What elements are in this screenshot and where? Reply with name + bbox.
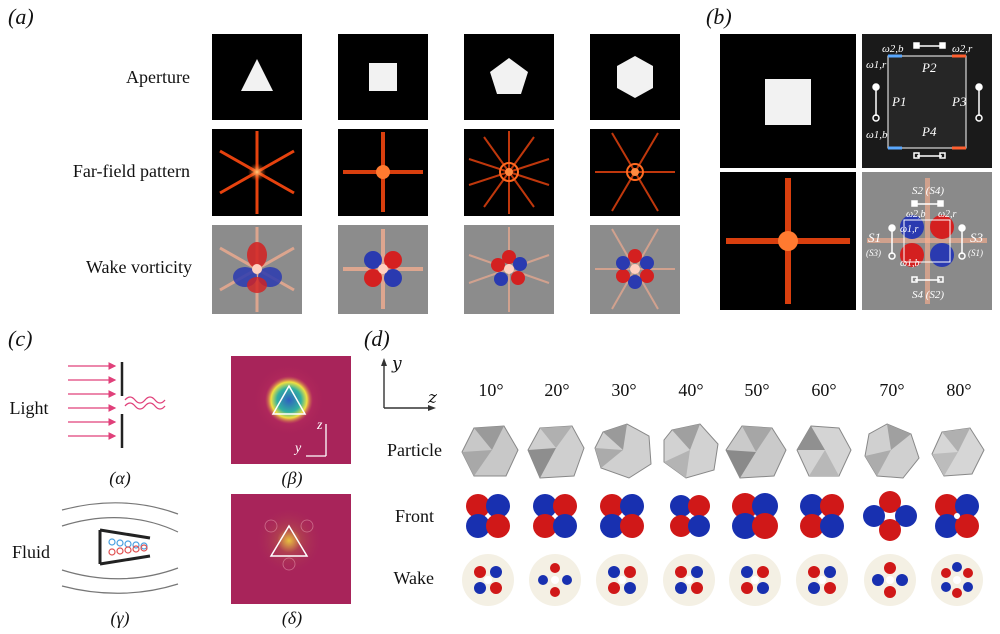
angle-20: 20° (544, 380, 570, 400)
front-60 (792, 488, 852, 544)
aperture-triangle (212, 34, 302, 120)
sub-label-gamma: (γ) (110, 608, 130, 628)
label-omega-2r: ω2,r (952, 43, 973, 55)
wake-40 (659, 552, 719, 608)
label-s3-paren: (S3) (866, 248, 881, 258)
panel-c-label: (c) (8, 326, 33, 351)
angle-50: 50° (744, 380, 770, 400)
label-s3: S3 (970, 230, 984, 245)
angle-60: 60° (811, 380, 837, 400)
label-omega-1b: ω1,b (866, 129, 888, 141)
sub-label-delta: (δ) (281, 608, 303, 628)
row-label-wake: Wake (393, 568, 434, 588)
sub-label-alpha: (α) (109, 468, 131, 488)
label-omega-1b-b: ω1,b (900, 258, 920, 269)
label-p4: P4 (921, 124, 937, 139)
angle-10: 10° (478, 380, 504, 400)
row-label-light: Light (9, 398, 49, 418)
panel-b-aperture-square (720, 34, 856, 168)
panel-b-far-field (720, 172, 856, 310)
far-field-hexagon (590, 129, 680, 216)
label-s1: S1 (868, 230, 881, 245)
wake-20 (525, 552, 585, 608)
label-p1: P1 (891, 94, 906, 109)
front-40 (659, 488, 719, 544)
particle-50 (722, 420, 792, 482)
angle-40: 40° (678, 380, 704, 400)
label-p3: P3 (951, 94, 967, 109)
front-50 (725, 488, 785, 544)
row-label-aperture: Aperture (126, 67, 190, 87)
axis-z-label: z (428, 388, 437, 408)
particle-40 (656, 420, 726, 482)
label-s1-paren: (S1) (968, 248, 983, 258)
particle-60 (789, 420, 859, 482)
wake-60 (792, 552, 852, 608)
row-label-particle: Particle (387, 440, 442, 460)
particle-70 (857, 420, 927, 482)
light-diffraction-diagram (60, 356, 180, 456)
front-20 (525, 488, 585, 544)
front-70 (860, 488, 920, 544)
row-label-wake-vorticity: Wake vorticity (85, 257, 192, 277)
panel-b-label: (b) (706, 4, 732, 29)
panel-d-label: (d) (364, 326, 390, 351)
far-field-square (338, 129, 428, 216)
aperture-hexagon (590, 34, 680, 120)
axis-glyph-yz: y z (378, 354, 448, 414)
panel-b-labeled-aperture: ω2,b ω2,r ω1,r P2 P1 P3 ω1,b P4 (862, 34, 992, 168)
front-80 (927, 488, 987, 544)
sub-label-beta: (β) (281, 468, 303, 488)
label-s2: S2 (S4) (912, 185, 944, 197)
particle-30 (589, 420, 659, 482)
angle-30: 30° (611, 380, 637, 400)
front-10 (458, 488, 518, 544)
wake-vorticity-hexagon (590, 225, 680, 314)
label-s4: S4 (S2) (912, 289, 944, 301)
particle-20 (522, 420, 592, 482)
aperture-pentagon (464, 34, 554, 120)
angle-70: 70° (879, 380, 905, 400)
wake-80 (927, 552, 987, 608)
wake-vorticity-triangle (212, 225, 302, 314)
label-omega-2b-b: ω2,b (906, 209, 926, 220)
fluid-field-image (231, 494, 351, 604)
light-field-image: z y (231, 356, 351, 464)
wake-50 (725, 552, 785, 608)
beta-axis-y: y (293, 441, 302, 456)
row-label-fluid: Fluid (11, 542, 50, 562)
wake-vorticity-square (338, 225, 428, 314)
wake-70 (860, 552, 920, 608)
far-field-triangle (212, 129, 302, 216)
row-label-front: Front (394, 506, 434, 526)
label-omega-2r-b: ω2,r (938, 209, 957, 220)
angle-80: 80° (946, 380, 972, 400)
wake-30 (592, 552, 652, 608)
beta-axis-z: z (316, 418, 323, 433)
fluid-flow-diagram (60, 490, 180, 598)
wake-vorticity-pentagon (464, 225, 554, 314)
particle-10 (456, 420, 526, 482)
row-label-far-field: Far-field pattern (72, 161, 190, 181)
aperture-square (338, 34, 428, 120)
panel-b-wake: S2 (S4) ω2,b ω2,r ω1,r S1 (S3) ω1,b S3 (… (862, 172, 992, 310)
panel-a-label: (a) (8, 4, 34, 29)
label-omega-1r: ω1,r (866, 59, 887, 71)
label-omega-2b: ω2,b (882, 43, 904, 55)
axis-y-label: y (392, 354, 402, 374)
label-p2: P2 (921, 60, 937, 75)
wake-10 (458, 552, 518, 608)
front-30 (592, 488, 652, 544)
particle-80 (924, 420, 994, 482)
label-omega-1r-b: ω1,r (900, 224, 919, 235)
far-field-pentagon (464, 129, 554, 216)
